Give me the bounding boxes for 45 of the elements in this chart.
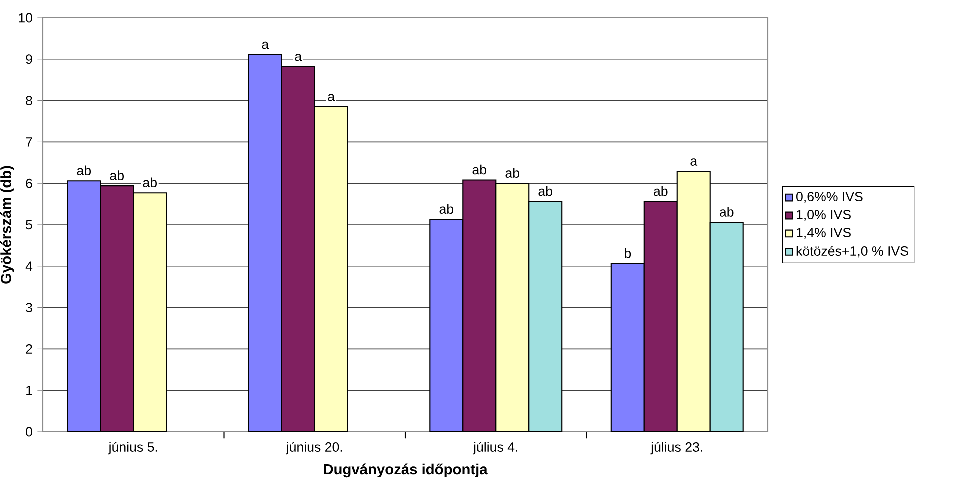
bar xyxy=(496,183,530,432)
y-tick-label: 10 xyxy=(19,13,32,23)
legend-label: 1,0% IVS xyxy=(797,210,851,222)
y-tick-label: 4 xyxy=(26,262,33,271)
legend-label: kötözés+1,0 % IVS xyxy=(796,246,908,258)
data-label: a xyxy=(262,42,270,50)
y-tick-label: 6 xyxy=(26,178,32,188)
bar xyxy=(710,222,744,432)
data-label: ab xyxy=(720,207,734,217)
y-tick-label: 7 xyxy=(26,138,32,147)
y-tick-label: 1 xyxy=(26,386,32,396)
data-label: b xyxy=(625,248,632,258)
legend-label: 0,6%% IVS xyxy=(796,192,863,204)
y-tick-label: 0 xyxy=(26,427,32,437)
data-label: ab xyxy=(472,164,486,175)
data-label: ab xyxy=(143,178,157,188)
data-label: ab xyxy=(654,186,668,196)
x-axis-title: Dugványozás időpontja xyxy=(324,464,488,478)
data-label: a xyxy=(690,158,698,166)
data-label: ab xyxy=(110,170,124,180)
x-tick-label: július 4. xyxy=(473,442,518,455)
legend-label: 1,4% IVS xyxy=(797,228,851,240)
x-tick-label: június 20. xyxy=(286,442,342,455)
y-tick-label: 9 xyxy=(26,54,32,64)
y-axis-title: Gyökérszám (db) xyxy=(0,166,14,284)
data-label: a xyxy=(328,94,336,102)
data-label: ab xyxy=(506,168,520,178)
data-label: a xyxy=(295,54,302,62)
data-label: ab xyxy=(538,186,552,196)
bar xyxy=(133,192,168,432)
y-tick-label: 5 xyxy=(26,220,32,230)
y-tick-label: 2 xyxy=(26,344,32,354)
bar xyxy=(100,186,134,432)
x-tick-label: június 5. xyxy=(108,442,158,455)
y-tick-label: 8 xyxy=(26,96,32,106)
x-tick-label: július 23. xyxy=(650,442,702,455)
bar xyxy=(462,180,497,432)
data-label: ab xyxy=(77,166,92,176)
bar xyxy=(281,66,316,432)
y-tick-label: 3 xyxy=(26,303,32,313)
bar xyxy=(644,201,678,432)
data-label: ab xyxy=(440,204,454,214)
bar xyxy=(314,106,348,432)
bar xyxy=(676,171,711,432)
bar xyxy=(528,201,563,432)
